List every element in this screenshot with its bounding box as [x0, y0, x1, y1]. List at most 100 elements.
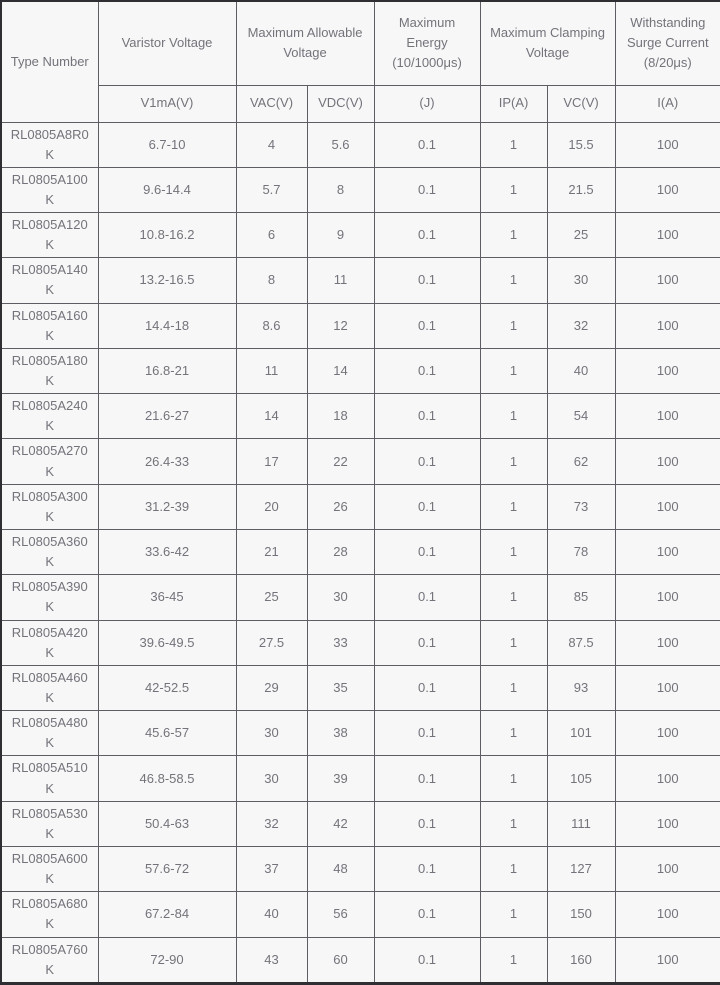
- cell-value: 46.8-58.5: [97, 755, 237, 802]
- cell-type-number: RL0805A240K: [0, 393, 99, 440]
- cell-value: 100: [614, 891, 720, 938]
- table-row: RL0805A530K 50.4-63 32 42 0.1 1 111 100: [0, 800, 720, 848]
- cell-value: 33: [306, 619, 375, 666]
- cell-type-number: RL0805A140K: [0, 257, 99, 304]
- cell-value: 5.6: [306, 121, 375, 168]
- cell-type-number: RL0805A390K: [0, 574, 99, 621]
- cell-value: 1: [479, 710, 548, 757]
- cell-value: 8: [306, 166, 375, 214]
- cell-value: 0.1: [373, 936, 481, 984]
- cell-value: 54: [546, 393, 616, 440]
- cell-value: 100: [614, 347, 720, 395]
- cell-value: 30: [546, 257, 616, 304]
- table-row: RL0805A160K 14.4-18 8.6 12 0.1 1 32 100: [0, 302, 720, 349]
- table-row: RL0805A760K 72-90 43 60 0.1 1 160 100: [0, 936, 720, 984]
- cell-value: 0.1: [373, 664, 481, 712]
- cell-type-number: RL0805A120K: [0, 212, 99, 259]
- cell-value: 4: [235, 121, 308, 168]
- table-row: RL0805A240K 21.6-27 14 18 0.1 1 54 100: [0, 393, 720, 440]
- cell-value: 160: [546, 936, 616, 984]
- cell-value: 100: [614, 166, 720, 214]
- cell-value: 93: [546, 664, 616, 712]
- cell-value: 36-45: [97, 574, 237, 621]
- table-row: RL0805A300K 31.2-39 20 26 0.1 1 73 100: [0, 483, 720, 531]
- cell-value: 20: [235, 483, 308, 531]
- table-row: RL0805A100K 9.6-14.4 5.7 8 0.1 1 21.5 100: [0, 166, 720, 214]
- table-row: RL0805A120K 10.8-16.2 6 9 0.1 1 25 100: [0, 212, 720, 259]
- cell-value: 1: [479, 393, 548, 440]
- cell-value: 60: [306, 936, 375, 984]
- cell-value: 57.6-72: [97, 845, 237, 893]
- cell-value: 37: [235, 845, 308, 893]
- sub-header-cell-3: (J): [373, 84, 481, 123]
- cell-value: 1: [479, 302, 548, 349]
- cell-value: 0.1: [373, 529, 481, 576]
- cell-value: 42: [306, 800, 375, 848]
- sub-header-cell-0: V1mA(V): [97, 84, 237, 123]
- cell-value: 6.7-10: [97, 121, 237, 168]
- cell-value: 29: [235, 664, 308, 712]
- cell-value: 100: [614, 121, 720, 168]
- cell-value: 32: [235, 800, 308, 848]
- header-maximum-allowable-voltage: Maximum Allowable Voltage: [235, 0, 375, 86]
- cell-value: 42-52.5: [97, 664, 237, 712]
- cell-type-number: RL0805A480K: [0, 710, 99, 757]
- table-row: RL0805A680K 67.2-84 40 56 0.1 1 150 100: [0, 891, 720, 938]
- cell-value: 10.8-16.2: [97, 212, 237, 259]
- cell-value: 33.6-42: [97, 529, 237, 576]
- cell-value: 5.7: [235, 166, 308, 214]
- cell-type-number: RL0805A420K: [0, 619, 99, 666]
- table-body: RL0805A8R0K 6.7-10 4 5.6 0.1 1 15.5 100 RL0805A1…: [0, 121, 720, 984]
- cell-value: 6: [235, 212, 308, 259]
- cell-value: 100: [614, 438, 720, 485]
- cell-value: 100: [614, 936, 720, 984]
- cell-value: 0.1: [373, 845, 481, 893]
- cell-value: 56: [306, 891, 375, 938]
- table-row: RL0805A180K 16.8-21 11 14 0.1 1 40 100: [0, 347, 720, 395]
- cell-value: 1: [479, 755, 548, 802]
- cell-value: 100: [614, 529, 720, 576]
- cell-value: 11: [306, 257, 375, 304]
- cell-value: 1: [479, 800, 548, 848]
- cell-type-number: RL0805A8R0K: [0, 121, 99, 168]
- cell-value: 21: [235, 529, 308, 576]
- cell-value: 87.5: [546, 619, 616, 666]
- cell-value: 14: [235, 393, 308, 440]
- cell-value: 0.1: [373, 121, 481, 168]
- header-maximum-energy: Maximum Energy (10/1000μs): [373, 0, 481, 86]
- header-withstanding-surge-current: Withstanding Surge Current (8/20μs): [614, 0, 720, 86]
- cell-value: 100: [614, 574, 720, 621]
- cell-value: 40: [235, 891, 308, 938]
- cell-type-number: RL0805A600K: [0, 845, 99, 893]
- cell-value: 14: [306, 347, 375, 395]
- cell-value: 15.5: [546, 121, 616, 168]
- cell-value: 1: [479, 936, 548, 984]
- cell-type-number: RL0805A300K: [0, 483, 99, 531]
- table-row: RL0805A480K 45.6-57 30 38 0.1 1 101 100: [0, 710, 720, 757]
- table-row: RL0805A8R0K 6.7-10 4 5.6 0.1 1 15.5 100: [0, 121, 720, 168]
- cell-value: 105: [546, 755, 616, 802]
- cell-type-number: RL0805A360K: [0, 529, 99, 576]
- cell-value: 25: [546, 212, 616, 259]
- cell-type-number: RL0805A680K: [0, 891, 99, 938]
- sub-header-cell-5: VC(V): [546, 84, 616, 123]
- cell-value: 30: [235, 755, 308, 802]
- cell-value: 30: [306, 574, 375, 621]
- cell-value: 73: [546, 483, 616, 531]
- cell-type-number: RL0805A270K: [0, 438, 99, 485]
- cell-value: 25: [235, 574, 308, 621]
- cell-value: 28: [306, 529, 375, 576]
- cell-value: 0.1: [373, 393, 481, 440]
- sub-header-cell-2: VDC(V): [306, 84, 375, 123]
- cell-value: 0.1: [373, 212, 481, 259]
- cell-value: 0.1: [373, 755, 481, 802]
- cell-type-number: RL0805A510K: [0, 755, 99, 802]
- group-header-row: Type Number Varistor Voltage Maximum All…: [0, 0, 720, 123]
- cell-value: 100: [614, 664, 720, 712]
- table-header: Type Number Varistor Voltage Maximum All…: [0, 0, 720, 123]
- cell-value: 1: [479, 619, 548, 666]
- table-row: RL0805A360K 33.6-42 21 28 0.1 1 78 100: [0, 529, 720, 576]
- header-varistor-voltage: Varistor Voltage: [97, 0, 237, 86]
- cell-value: 1: [479, 845, 548, 893]
- cell-value: 0.1: [373, 574, 481, 621]
